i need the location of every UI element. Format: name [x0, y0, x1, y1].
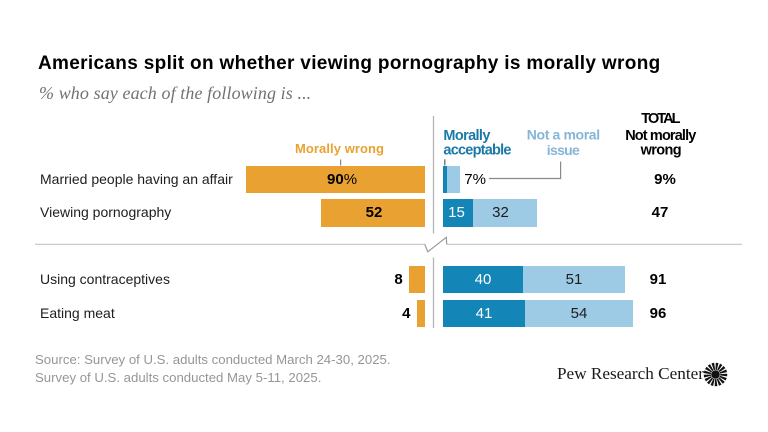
svg-text:Not a moral: Not a moral	[527, 127, 600, 143]
svg-text:issue: issue	[547, 142, 580, 158]
svg-text:Not morally: Not morally	[625, 128, 696, 144]
svg-text:Morally: Morally	[443, 128, 490, 144]
svg-text:wrong: wrong	[640, 143, 682, 159]
svg-text:Morally wrong: Morally wrong	[295, 141, 384, 156]
svg-text:acceptable: acceptable	[443, 142, 511, 158]
svg-text:TOTAL: TOTAL	[641, 111, 680, 127]
